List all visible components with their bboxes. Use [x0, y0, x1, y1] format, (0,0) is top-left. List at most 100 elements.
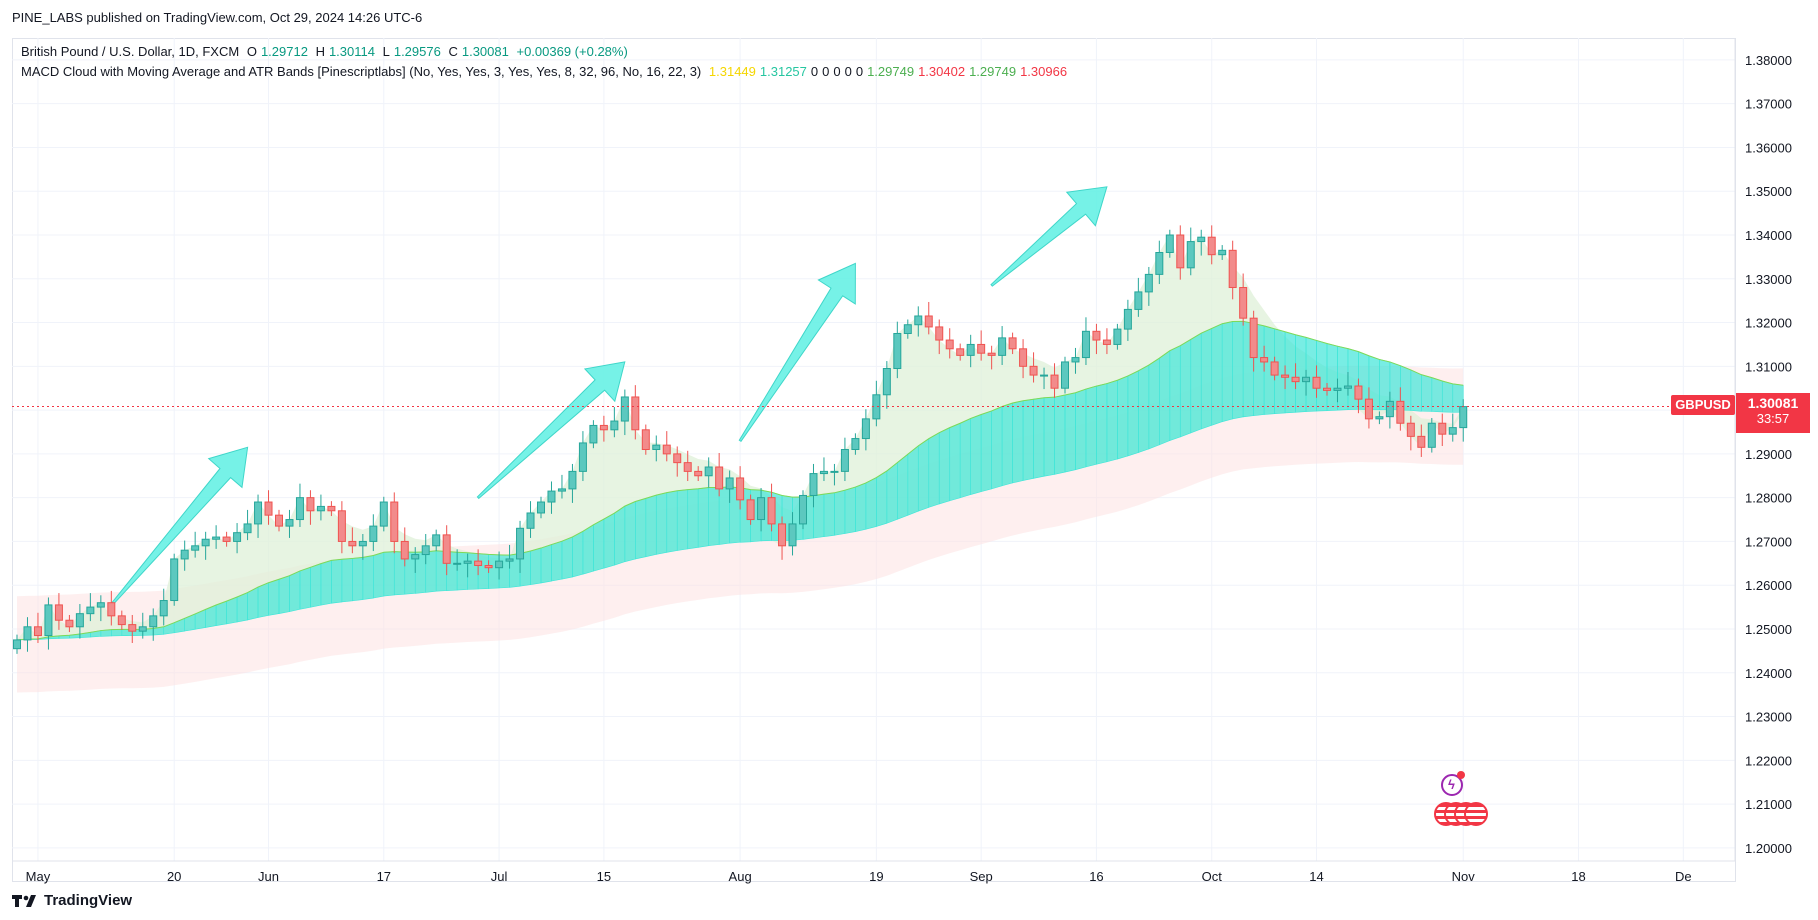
price-tick-label: 1.32000 — [1745, 316, 1792, 331]
candle-body — [369, 525, 378, 542]
bar-countdown: 33:57 — [1756, 411, 1790, 426]
candle-body — [589, 424, 598, 444]
economic-events-flags[interactable] — [1434, 802, 1490, 826]
candle-body — [75, 613, 84, 628]
candle-body — [935, 326, 944, 341]
candle-body — [379, 501, 388, 527]
candle-body — [1343, 385, 1352, 389]
candle-body — [1207, 236, 1216, 256]
macd-cloud-bull — [624, 501, 636, 563]
indicator-value: 0 — [822, 64, 830, 79]
candle-body — [400, 540, 409, 560]
candle-body — [662, 444, 671, 455]
macd-cloud-bull — [488, 554, 500, 589]
macd-cloud-bull — [980, 410, 992, 493]
candle-body — [966, 343, 975, 356]
macd-cloud-bull — [1232, 321, 1244, 420]
candle-body — [977, 343, 986, 354]
macd-cloud-bull — [572, 530, 584, 578]
candle-body — [243, 523, 252, 534]
candle-body — [1155, 252, 1164, 275]
macd-cloud-bull — [1169, 345, 1181, 441]
macd-cloud-bull — [1075, 388, 1087, 471]
candle-body — [1071, 357, 1080, 363]
macd-cloud-bull — [603, 512, 615, 569]
candle-body — [107, 602, 116, 617]
candle-body — [746, 499, 755, 521]
macd-cloud-bull — [1043, 396, 1055, 477]
macd-cloud-bull — [1148, 357, 1160, 450]
candle-body — [421, 545, 430, 556]
candle-body — [788, 523, 797, 547]
candle-body — [117, 615, 126, 626]
macd-cloud-bull — [855, 482, 867, 532]
atr-band-green — [17, 235, 1464, 640]
candle-body — [1302, 376, 1311, 383]
time-tick-label: 18 — [1571, 869, 1585, 884]
macd-cloud-bull — [1012, 400, 1024, 484]
candle-body — [1291, 376, 1300, 383]
price-tick-label: 1.29000 — [1745, 447, 1792, 462]
candle-body — [799, 494, 807, 525]
candle-body — [337, 510, 346, 542]
candle-body — [631, 396, 640, 431]
candlesticks — [13, 225, 1468, 654]
macd-cloud-bull — [1138, 364, 1150, 453]
time-tick-label: Sep — [970, 869, 993, 884]
macd-cloud-bull — [1295, 334, 1307, 413]
price-tick-label: 1.35000 — [1745, 184, 1792, 199]
candle-body — [212, 536, 221, 540]
candle-body — [159, 600, 168, 617]
indicator-value: 1.30966 — [1020, 64, 1068, 79]
candle-body — [13, 639, 21, 650]
macd-cloud-bull — [897, 453, 909, 520]
candle-body — [432, 534, 441, 547]
macd-cloud-bull — [373, 551, 385, 599]
candle-body — [1218, 249, 1227, 256]
macd-cloud-bull — [111, 629, 123, 637]
macd-cloud-bull — [1159, 350, 1171, 446]
price-tick-label: 1.21000 — [1745, 797, 1792, 812]
candle-body — [390, 501, 399, 542]
macd-cloud-bull — [289, 570, 301, 613]
macd-cloud-bull — [1200, 327, 1213, 430]
time-tick-label: 16 — [1089, 869, 1103, 884]
time-tick-label: Jun — [258, 869, 279, 884]
macd-cloud-bull — [1305, 336, 1317, 412]
candle-body — [275, 514, 283, 527]
candle-body — [1029, 365, 1038, 376]
candle-body — [568, 470, 577, 490]
macd-cloud-bull — [823, 492, 835, 537]
candle-body — [453, 562, 462, 565]
candle-body — [840, 449, 849, 472]
time-tick-label: Oct — [1202, 869, 1223, 884]
candle-body — [149, 615, 158, 628]
price-tick-label: 1.25000 — [1745, 622, 1792, 637]
macd-cloud-bull — [268, 578, 280, 616]
lightning-event-icon[interactable]: ϟ — [1441, 771, 1465, 796]
time-tick-label: 19 — [869, 869, 883, 884]
macd-cloud-bull — [917, 438, 930, 512]
candle-body — [295, 497, 304, 521]
candle-body — [1312, 376, 1321, 389]
candle-body — [694, 470, 703, 477]
macd-cloud-bull — [614, 505, 626, 566]
macd-cloud-bull — [834, 489, 846, 536]
trend-arrow — [109, 446, 249, 607]
candle-body — [736, 477, 745, 501]
macd-cloud-bull — [1064, 392, 1076, 473]
candle-body — [893, 332, 902, 370]
indicator-legend: MACD Cloud with Moving Average and ATR B… — [21, 64, 1075, 79]
macd-cloud-bull — [320, 559, 332, 606]
macd-cloud-bull — [1127, 370, 1139, 457]
candle-body — [1375, 416, 1384, 420]
macd-cloud-bull — [236, 592, 248, 623]
macd-cloud-bull — [813, 493, 825, 539]
macd-cloud-bull — [970, 414, 982, 495]
macd-cloud-bull — [257, 582, 269, 618]
us-flag-icon[interactable] — [1464, 802, 1488, 826]
price-tick-label: 1.26000 — [1745, 578, 1792, 593]
indicator-value: 0 — [855, 64, 864, 79]
macd-cloud-bull — [1337, 345, 1349, 411]
